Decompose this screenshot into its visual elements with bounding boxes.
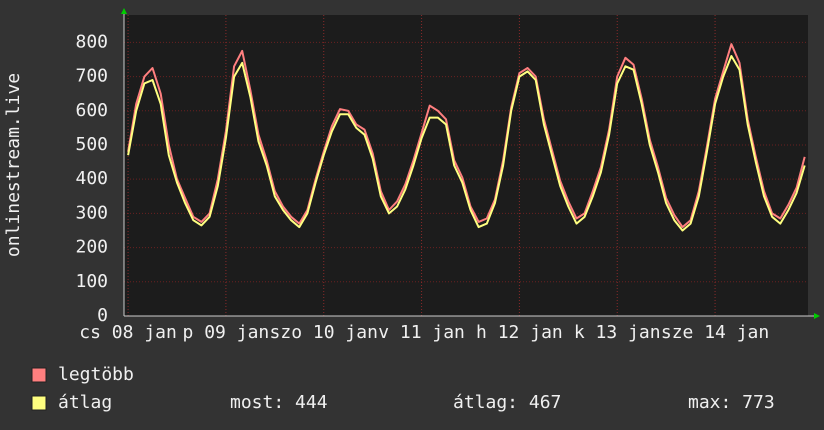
series-line (127, 43, 806, 229)
plot-area (124, 15, 808, 316)
stat-text: most: 444 (230, 392, 328, 413)
x-tick-label: cs 08 jan (79, 322, 177, 343)
x-tick-label: szo 10 jan (270, 322, 378, 343)
y-tick-label: 200 (75, 237, 108, 258)
legend-label: átlag (58, 392, 112, 413)
y-tick-label: 300 (75, 202, 108, 223)
legend-swatch (31, 395, 47, 411)
x-tick-label: p 09 jan (183, 322, 270, 343)
y-tick-label: 600 (75, 100, 108, 121)
stat-text: max: 773 (688, 392, 775, 413)
x-tick-label: sze 14 jan (661, 322, 769, 343)
y-tick-label: 0 (97, 305, 108, 326)
y-tick-label: 100 (75, 271, 108, 292)
x-tick-label: v 11 jan (378, 322, 465, 343)
axis-arrow (814, 313, 820, 319)
y-tick-label: 800 (75, 31, 108, 52)
y-tick-label: 500 (75, 134, 108, 155)
y-tick-label: 700 (75, 66, 108, 87)
y-tick-label: 400 (75, 168, 108, 189)
series-line (127, 55, 806, 232)
legend-swatch (31, 367, 47, 383)
x-tick-label: h 12 jan (476, 322, 563, 343)
axis-arrow (121, 8, 127, 14)
y-axis-label: onlinestream.live (3, 73, 24, 257)
x-tick-label: k 13 jan (574, 322, 661, 343)
stat-text: átlag: 467 (453, 392, 561, 413)
legend-label: legtöbb (58, 364, 134, 385)
